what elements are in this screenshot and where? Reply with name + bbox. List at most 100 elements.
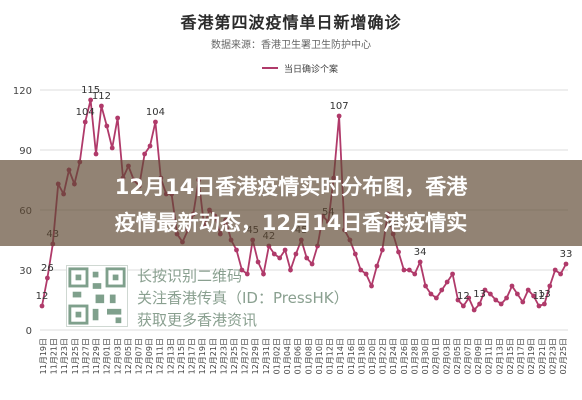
data-point bbox=[277, 255, 283, 261]
data-label: 115 bbox=[81, 85, 100, 96]
data-point bbox=[358, 267, 364, 273]
x-tick-label: 12月29日 bbox=[251, 338, 260, 374]
x-tick-label: 12月27日 bbox=[241, 338, 250, 374]
data-point bbox=[352, 251, 358, 257]
x-tick-label: 01月28日 bbox=[410, 338, 419, 374]
data-point bbox=[444, 279, 450, 285]
data-label: 104 bbox=[146, 107, 165, 118]
data-point bbox=[109, 145, 115, 151]
data-point bbox=[509, 283, 515, 289]
data-point bbox=[493, 297, 499, 303]
data-point bbox=[45, 275, 50, 281]
chart-title: 香港第四波疫情单日新增确诊 bbox=[180, 13, 402, 32]
x-tick-label: 11月29日 bbox=[92, 338, 101, 374]
data-point bbox=[460, 303, 466, 309]
x-tick-label: 02月15日 bbox=[506, 338, 515, 374]
data-point bbox=[531, 293, 536, 299]
data-label: 34 bbox=[414, 247, 427, 258]
data-label: 104 bbox=[76, 107, 95, 118]
data-point bbox=[450, 271, 455, 277]
x-tick-label: 12月11日 bbox=[156, 338, 165, 374]
data-label: 33 bbox=[560, 249, 573, 260]
data-point bbox=[379, 247, 385, 253]
data-point bbox=[477, 301, 482, 307]
x-tick-label: 02月09日 bbox=[474, 338, 483, 374]
data-point bbox=[552, 267, 558, 273]
x-tick-label: 02月03日 bbox=[442, 338, 451, 374]
data-point bbox=[255, 259, 261, 265]
data-point bbox=[293, 251, 299, 257]
data-point bbox=[234, 247, 239, 253]
data-point bbox=[525, 287, 531, 293]
x-tick-label: 12月15日 bbox=[177, 338, 186, 374]
x-tick-label: 01月24日 bbox=[389, 338, 398, 374]
data-point bbox=[142, 151, 148, 157]
legend-label: 当日确诊个案 bbox=[284, 63, 338, 75]
data-label: 12 bbox=[533, 291, 546, 302]
watermark-line-2: 关注香港传真（ID：PressHK） bbox=[137, 289, 349, 307]
x-tick-label: 11月23日 bbox=[60, 338, 69, 374]
x-tick-label: 12月01日 bbox=[103, 338, 112, 374]
x-tick-label: 01月16日 bbox=[347, 338, 356, 374]
data-point bbox=[39, 303, 45, 309]
data-point bbox=[88, 97, 94, 103]
x-tick-label: 12月09日 bbox=[145, 338, 154, 374]
x-tick-label: 02月23日 bbox=[548, 338, 557, 374]
data-point bbox=[336, 113, 342, 119]
x-tick-label: 01月26日 bbox=[400, 338, 409, 374]
x-tick-label: 02月17日 bbox=[517, 338, 526, 374]
data-point bbox=[417, 259, 423, 265]
data-label: 13 bbox=[538, 289, 551, 300]
data-point bbox=[412, 271, 418, 277]
x-tick-label: 11月19日 bbox=[39, 338, 48, 374]
data-point bbox=[147, 143, 153, 149]
x-tick-label: 02月19日 bbox=[527, 338, 536, 374]
data-point bbox=[153, 119, 158, 125]
x-tick-label: 12月03日 bbox=[113, 338, 122, 374]
watermark: 长按识别二维码 关注香港传真（ID：PressHK） 获取更多香港资讯 bbox=[62, 263, 349, 338]
data-point bbox=[466, 295, 472, 301]
watermark-line-3: 获取更多香港资讯 bbox=[137, 311, 258, 329]
data-label: 112 bbox=[92, 91, 111, 102]
x-tick-label: 01月12日 bbox=[326, 338, 335, 374]
data-point bbox=[536, 303, 542, 309]
data-point bbox=[282, 247, 288, 253]
x-tick-label: 12月13日 bbox=[166, 338, 175, 374]
data-point bbox=[541, 301, 547, 307]
data-point bbox=[115, 115, 121, 121]
data-point bbox=[482, 287, 488, 293]
data-point bbox=[433, 295, 439, 301]
x-tick-label: 11月21日 bbox=[50, 338, 59, 374]
data-label: 26 bbox=[41, 263, 54, 274]
x-tick-label: 01月30日 bbox=[421, 338, 430, 374]
data-point bbox=[547, 283, 553, 289]
data-point bbox=[487, 291, 493, 297]
data-label: 12 bbox=[36, 291, 49, 302]
y-tick-label: 90 bbox=[19, 146, 32, 157]
data-point bbox=[244, 271, 250, 277]
chart-source: 数据来源：香港卫生署卫生防护中心 bbox=[211, 40, 371, 51]
x-tick-label: 12月17日 bbox=[188, 338, 197, 374]
y-tick-label: 120 bbox=[13, 86, 32, 97]
data-point bbox=[423, 283, 428, 289]
data-point bbox=[304, 255, 310, 261]
x-tick-label: 01月04日 bbox=[283, 338, 292, 374]
data-point bbox=[514, 291, 520, 297]
data-point bbox=[428, 291, 434, 297]
data-point bbox=[374, 263, 380, 269]
data-point bbox=[82, 119, 88, 125]
x-tick-label: 01月14日 bbox=[336, 338, 345, 374]
x-tick-label: 12月23日 bbox=[219, 338, 228, 374]
data-point bbox=[406, 267, 412, 273]
x-tick-label: 02月05日 bbox=[453, 338, 462, 374]
overlay-banner bbox=[0, 160, 582, 246]
data-point bbox=[261, 271, 266, 277]
data-point bbox=[288, 267, 293, 273]
x-tick-label: 12月21日 bbox=[209, 338, 218, 374]
data-point bbox=[104, 123, 110, 129]
data-point bbox=[99, 103, 104, 109]
banner-headline-line-1: 12月14日香港疫情实时分布图，香港 bbox=[114, 175, 468, 199]
x-tick-label: 01月08日 bbox=[304, 338, 313, 374]
data-point bbox=[455, 297, 461, 303]
